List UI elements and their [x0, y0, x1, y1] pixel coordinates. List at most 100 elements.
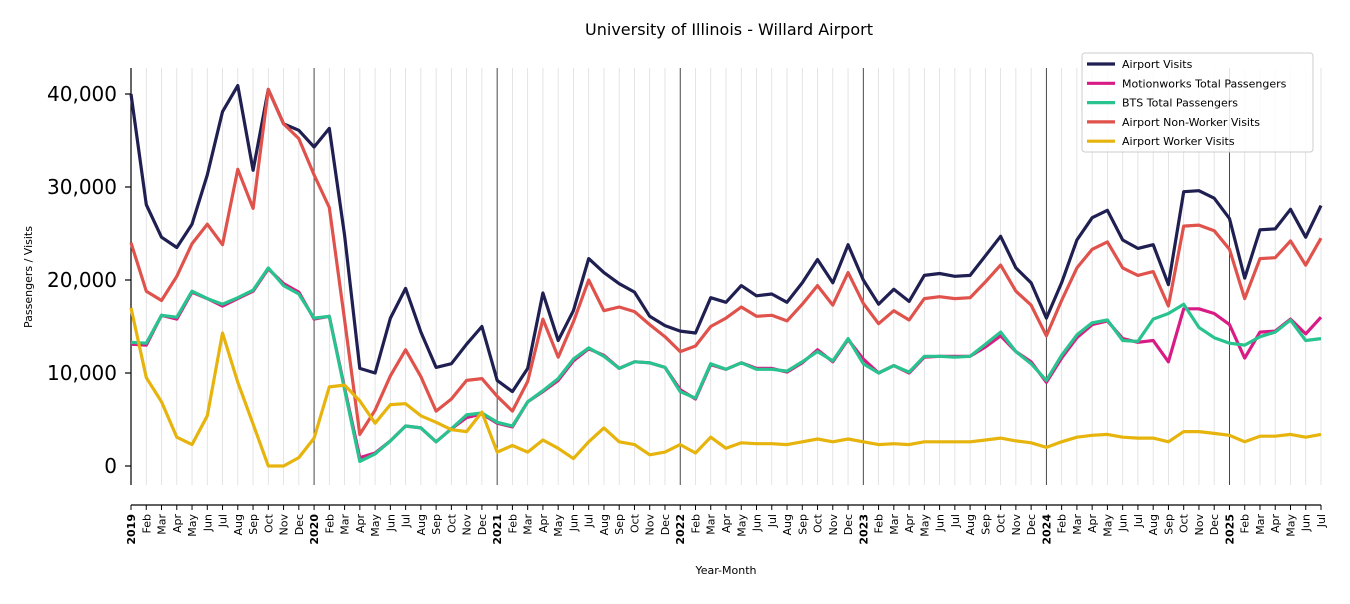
- x-tick-label: Apr: [537, 514, 550, 534]
- x-tick-label: Jul: [1315, 514, 1328, 528]
- legend-box: [1081, 52, 1314, 153]
- x-tick-label: Oct: [262, 513, 275, 533]
- series-line-bts-total-passengers: [130, 266, 1322, 463]
- x-tick-label: Nov: [278, 514, 291, 536]
- x-tick-label: May: [918, 514, 931, 537]
- x-tick-label: May: [552, 514, 565, 537]
- x-tick-label: 2021: [491, 514, 504, 545]
- x-tick-label: Mar: [705, 514, 718, 535]
- x-tick-label: Apr: [354, 514, 367, 534]
- x-tick-label: Nov: [1010, 514, 1023, 536]
- x-tick-label: Jun: [1300, 514, 1313, 532]
- x-tick-label: Oct: [812, 513, 825, 533]
- legend-label: BTS Total Passengers: [1122, 97, 1238, 110]
- x-tick-label: Sep: [796, 514, 809, 535]
- legend-label: Airport Visits: [1122, 58, 1193, 71]
- series-line-airport-worker-visits: [129, 307, 1322, 468]
- x-tick-label: Sep: [613, 514, 626, 535]
- x-tick-label: Jul: [217, 514, 230, 528]
- x-tick-label: Dec: [659, 514, 672, 535]
- x-tick-label: Nov: [827, 514, 840, 536]
- x-tick-label: Jun: [751, 514, 764, 532]
- x-tick-label: Mar: [1254, 514, 1267, 535]
- x-tick-label: Aug: [598, 514, 611, 535]
- x-tick-label: Aug: [781, 514, 794, 535]
- x-tick-label: Dec: [1208, 514, 1221, 535]
- x-tick-label: Dec: [1025, 514, 1038, 535]
- x-tick-label: Apr: [1269, 514, 1282, 534]
- x-axis: 2019 Feb Mar Apr May Jun Jul Aug Sep Oct Nov Dec 202…: [125, 504, 1328, 545]
- x-tick-label: Feb: [873, 514, 886, 533]
- y-axis: 0 10,000 20,000 30,000 40,000: [47, 68, 132, 485]
- x-tick-label: May: [1284, 514, 1297, 537]
- y-tick-label: 30,000: [47, 175, 117, 199]
- x-tick-label: Oct: [995, 513, 1008, 533]
- x-tick-label: 2023: [857, 514, 870, 545]
- x-tick-label: Nov: [461, 514, 474, 536]
- x-tick-label: Jul: [400, 514, 413, 528]
- chart-title: University of Illinois - Willard Airport: [585, 20, 873, 39]
- x-tick-label: Sep: [1162, 514, 1175, 535]
- x-tick-label: 2022: [674, 514, 687, 545]
- x-tick-label: Dec: [293, 514, 306, 535]
- x-tick-label: Mar: [339, 514, 352, 535]
- series-lines: [129, 83, 1323, 468]
- x-tick-label: Jun: [201, 514, 214, 532]
- x-tick-label: Mar: [522, 514, 535, 535]
- x-tick-label: Apr: [1086, 514, 1099, 534]
- x-tick-label: Jul: [766, 514, 779, 528]
- x-tick-label: Jun: [934, 514, 947, 532]
- y-tick-label: 10,000: [47, 361, 117, 385]
- series-line-airport-non-worker-visits: [129, 87, 1323, 436]
- x-tick-label: Jul: [1132, 514, 1145, 528]
- x-tick-label: Feb: [323, 514, 336, 533]
- x-tick-label: Jun: [567, 514, 580, 532]
- x-tick-label: Nov: [1193, 514, 1206, 536]
- x-tick-label: Dec: [476, 514, 489, 535]
- x-tick-label: Mar: [888, 514, 901, 535]
- series-line-airport-visits: [129, 83, 1323, 394]
- x-tick-label: Oct: [445, 513, 458, 533]
- x-tick-label: 2024: [1040, 514, 1053, 545]
- x-tick-label: Feb: [689, 514, 702, 533]
- x-tick-label: May: [735, 514, 748, 537]
- x-tick-label: Feb: [140, 514, 153, 533]
- x-tick-label: Sep: [247, 514, 260, 535]
- x-tick-label: Mar: [156, 514, 169, 535]
- x-tick-label: Aug: [415, 514, 428, 535]
- x-tick-label: Jun: [384, 514, 397, 532]
- y-tick-label: 0: [104, 454, 117, 478]
- y-axis-label: Passengers / Visits: [22, 226, 35, 328]
- x-tick-label: Mar: [1071, 514, 1084, 535]
- x-tick-label: 2019: [125, 514, 138, 545]
- x-tick-label: May: [186, 514, 199, 537]
- y-tick-label: 20,000: [47, 268, 117, 292]
- x-tick-label: Feb: [1056, 514, 1069, 533]
- legend-label: Airport Worker Visits: [1122, 135, 1235, 148]
- x-tick-label: May: [369, 514, 382, 537]
- x-tick-label: Feb: [1239, 514, 1252, 533]
- y-tick-label: 40,000: [47, 82, 117, 106]
- x-tick-label: Oct: [1178, 513, 1191, 533]
- x-tick-label: Jul: [583, 514, 596, 528]
- x-tick-label: Oct: [628, 513, 641, 533]
- legend: Airport Visits Motionworks Total Passenge…: [1081, 52, 1314, 153]
- x-tick-label: Apr: [903, 514, 916, 534]
- x-tick-label: Nov: [644, 514, 657, 536]
- x-tick-label: Sep: [430, 514, 443, 535]
- x-tick-label: Apr: [171, 514, 184, 534]
- x-tick-label: Jun: [1117, 514, 1130, 532]
- x-tick-label: Apr: [720, 514, 733, 534]
- legend-label: Motionworks Total Passengers: [1122, 77, 1287, 90]
- x-axis-label: Year-Month: [694, 564, 756, 577]
- x-tick-label: May: [1101, 514, 1114, 537]
- x-tick-label: 2025: [1223, 514, 1236, 545]
- x-tick-label: Aug: [964, 514, 977, 535]
- x-tick-label: Jul: [949, 514, 962, 528]
- x-tick-label: Feb: [506, 514, 519, 533]
- x-tick-label: 2020: [308, 514, 321, 545]
- legend-label: Airport Non-Worker Visits: [1122, 116, 1260, 129]
- x-tick-label: Aug: [232, 514, 245, 535]
- x-tick-label: Aug: [1147, 514, 1160, 535]
